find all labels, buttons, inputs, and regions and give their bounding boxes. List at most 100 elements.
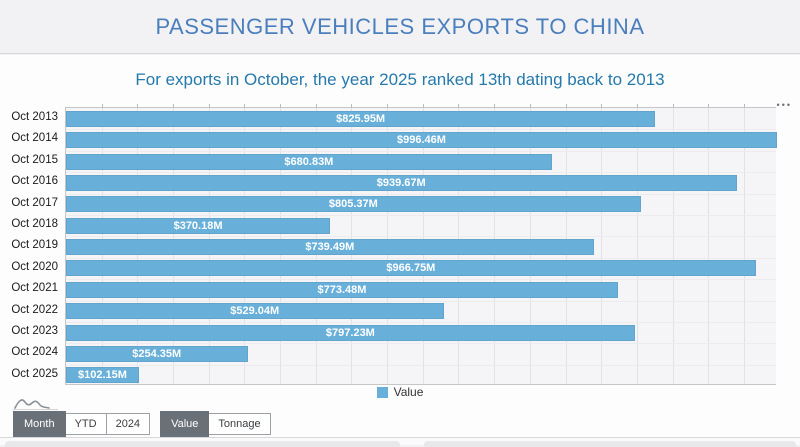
bar-value-label: $370.18M xyxy=(173,219,223,232)
y-axis-label: Oct 2018 xyxy=(11,217,58,230)
chart-preview-icon[interactable] xyxy=(13,396,58,410)
chart-legend[interactable]: Value xyxy=(0,385,800,399)
row-separator xyxy=(66,321,776,323)
x-gridline xyxy=(601,108,603,384)
x-axis-tick xyxy=(672,104,674,107)
chart-options-menu-icon[interactable]: ••• xyxy=(776,100,792,110)
row-separator xyxy=(66,257,776,259)
bar-value-label: $102.15M xyxy=(77,369,127,382)
next-section-strip xyxy=(0,437,800,447)
legend-label: Value xyxy=(393,385,424,399)
row-separator xyxy=(66,214,776,216)
x-gridline xyxy=(708,108,710,384)
toolbar-button-tonnage[interactable]: Tonnage xyxy=(209,413,271,435)
bar-oct-2021[interactable]: $773.48M xyxy=(66,281,618,298)
y-axis-label: Oct 2017 xyxy=(11,196,58,209)
x-axis-tick xyxy=(315,104,317,107)
bar-oct-2016[interactable]: $939.67M xyxy=(66,174,737,191)
bar-oct-2014[interactable]: $996.46M xyxy=(66,132,777,149)
x-axis-tick xyxy=(708,104,710,107)
legend-swatch-icon xyxy=(376,386,388,398)
bar-oct-2017[interactable]: $805.37M xyxy=(66,196,641,213)
bar-value-label: $773.48M xyxy=(317,283,367,296)
measure-button-group: Value Tonnage xyxy=(160,411,271,437)
toolbar-button-month[interactable]: Month xyxy=(13,411,66,437)
row-separator xyxy=(66,364,776,366)
row-separator xyxy=(66,129,776,131)
y-axis-label: Oct 2025 xyxy=(11,367,58,380)
bar-value-label: $996.46M xyxy=(397,134,446,147)
row-separator xyxy=(66,150,776,152)
chart-subtitle: For exports in October, the year 2025 ra… xyxy=(135,70,665,89)
bar-oct-2020[interactable]: $966.75M xyxy=(66,260,756,277)
row-separator xyxy=(66,279,776,281)
toolbar-button-value[interactable]: Value xyxy=(160,411,210,437)
x-axis-tick xyxy=(280,104,282,107)
x-gridline xyxy=(743,108,745,384)
y-axis: Oct 2013 Oct 2014 Oct 2015 Oct 2016 Oct 2017… xyxy=(0,107,62,385)
row-separator xyxy=(66,343,776,345)
x-axis-tick xyxy=(601,104,603,107)
x-axis-tick xyxy=(743,104,745,107)
bar-oct-2022[interactable]: $529.04M xyxy=(66,303,444,320)
chart-toolbar: Month YTD 2024 Value Tonnage xyxy=(13,411,281,437)
x-axis-tick xyxy=(351,104,353,107)
row-separator xyxy=(66,172,776,174)
bar-oct-2019[interactable]: $739.49M xyxy=(66,239,594,255)
y-axis-label: Oct 2019 xyxy=(11,239,58,252)
bar-oct-2023[interactable]: $797.23M xyxy=(66,324,635,341)
bar-value-label: $939.67M xyxy=(376,176,426,189)
x-axis-tick xyxy=(387,104,389,107)
bar-oct-2015[interactable]: $680.83M xyxy=(66,153,552,170)
row-separator xyxy=(66,300,776,302)
period-button-group: Month YTD 2024 xyxy=(13,411,151,437)
x-axis-tick xyxy=(101,104,103,107)
x-axis-tick xyxy=(173,104,174,107)
y-axis-label: Oct 2016 xyxy=(11,175,58,188)
y-axis-label: Oct 2023 xyxy=(11,324,58,337)
plot-area: $825.95M $996.46M $680.83M $939.67M $805.37M… xyxy=(65,104,777,385)
page-title: PASSENGER VEHICLES EXPORTS TO CHINA xyxy=(155,13,645,39)
bar-value-label: $739.49M xyxy=(305,241,355,253)
x-axis-tick xyxy=(565,104,567,107)
bar-value-label: $805.37M xyxy=(328,198,378,211)
toolbar-button-ytd[interactable]: YTD xyxy=(65,413,107,435)
y-axis-label: Oct 2013 xyxy=(11,111,58,123)
bar-value-label: $254.35M xyxy=(132,347,182,360)
bar-oct-2018[interactable]: $370.18M xyxy=(66,217,331,234)
x-gridline xyxy=(672,108,674,384)
next-card-top-right xyxy=(424,441,796,447)
y-axis-label: Oct 2022 xyxy=(11,303,58,316)
y-axis-label: Oct 2014 xyxy=(11,132,58,145)
bar-oct-2025[interactable]: $102.15M xyxy=(66,367,139,384)
bar-chart: Oct 2013 Oct 2014 Oct 2015 Oct 2016 Oct 2017… xyxy=(0,104,800,385)
bar-value-label: $680.83M xyxy=(284,155,334,168)
bar-value-label: $797.23M xyxy=(325,326,375,339)
y-axis-label: Oct 2020 xyxy=(11,260,58,273)
bar-oct-2024[interactable]: $254.35M xyxy=(66,345,248,362)
chart-card: For exports in October, the year 2025 ra… xyxy=(0,55,800,437)
y-axis-label: Oct 2021 xyxy=(11,282,58,295)
x-axis-tick xyxy=(244,104,246,107)
bar-value-label: $825.95M xyxy=(336,112,386,125)
x-axis-tick xyxy=(137,104,139,107)
x-axis-tick xyxy=(458,104,460,107)
chart-header: PASSENGER VEHICLES EXPORTS TO CHINA xyxy=(0,0,800,54)
x-axis-tick xyxy=(422,104,424,107)
x-gridline xyxy=(636,108,638,384)
toolbar-button-2024[interactable]: 2024 xyxy=(106,413,151,435)
x-axis-tick xyxy=(636,104,638,107)
row-separator xyxy=(66,193,776,195)
y-axis-label: Oct 2015 xyxy=(11,153,58,166)
bar-oct-2013[interactable]: $825.95M xyxy=(66,110,656,127)
y-axis-label: Oct 2024 xyxy=(11,346,58,359)
next-card-top-left xyxy=(5,441,400,447)
sparkline-icon xyxy=(14,399,50,409)
row-separator xyxy=(66,236,776,238)
bar-value-label: $529.04M xyxy=(230,305,280,318)
x-axis-tick xyxy=(208,104,210,107)
x-axis-tick xyxy=(529,104,531,107)
x-axis-tick xyxy=(494,104,496,107)
bar-value-label: $966.75M xyxy=(386,262,436,275)
